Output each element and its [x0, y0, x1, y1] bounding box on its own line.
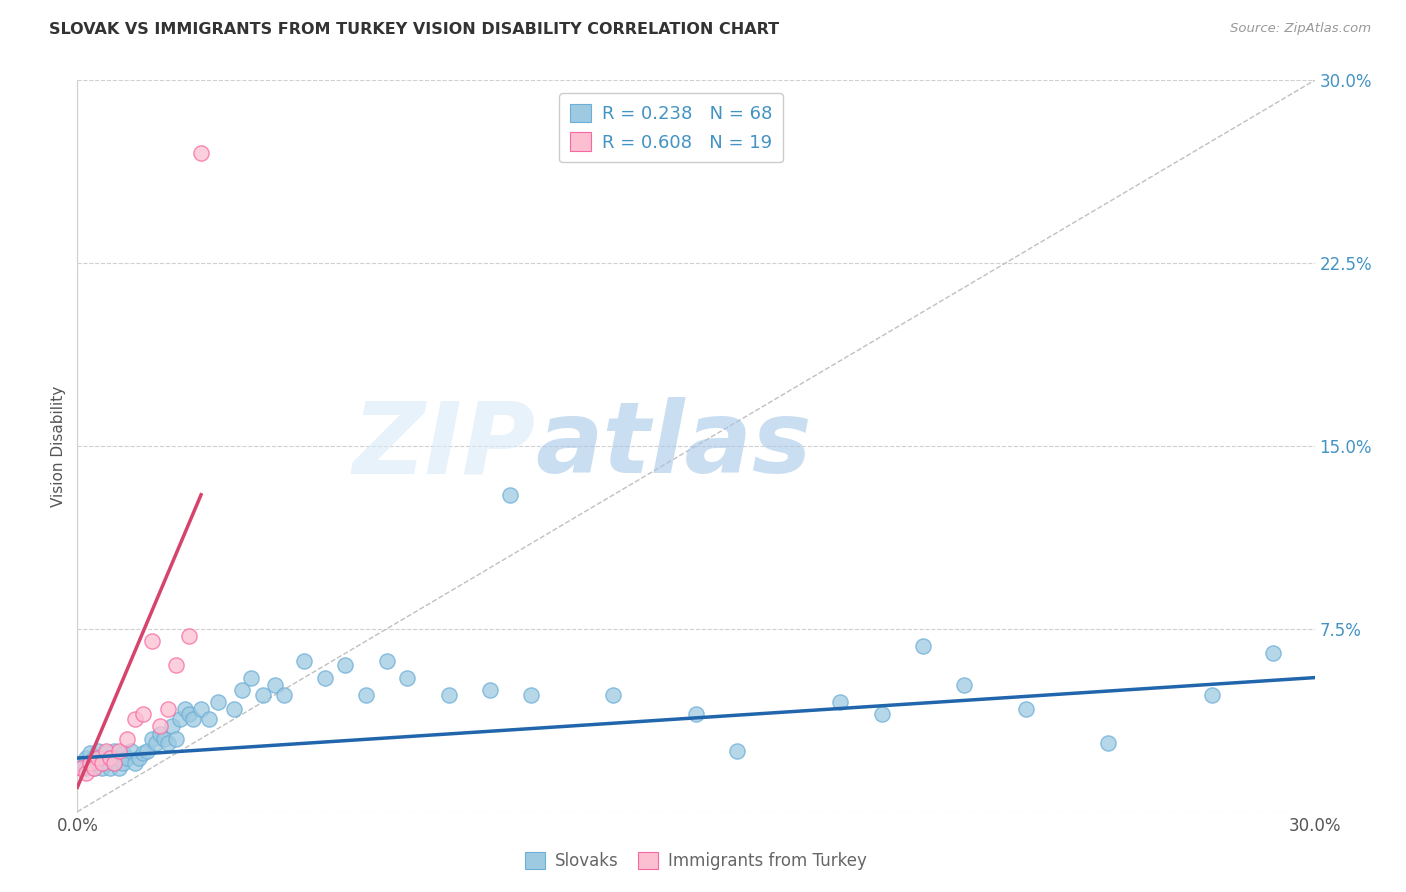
Point [75, 765, 97, 780]
Text: atlas: atlas [536, 398, 811, 494]
Point [70, 761, 93, 775]
Point [103, 756, 125, 770]
Point [96, 756, 118, 770]
Point [91, 751, 114, 765]
Point [181, 712, 204, 726]
Point [157, 736, 180, 750]
Text: Source: ZipAtlas.com: Source: ZipAtlas.com [1230, 22, 1371, 36]
Point [128, 751, 150, 765]
Point [91, 756, 114, 770]
Point [79, 756, 101, 770]
Point [354, 688, 377, 702]
Y-axis label: Vision Disability: Vision Disability [51, 385, 66, 507]
Point [87, 751, 110, 765]
Point [190, 702, 212, 716]
Point [153, 731, 176, 746]
Point [190, 146, 212, 161]
Point [911, 639, 934, 653]
Point [141, 634, 163, 648]
Point [292, 654, 315, 668]
Point [141, 731, 163, 746]
Point [1263, 646, 1285, 660]
Point [115, 751, 138, 765]
Point [79, 746, 101, 760]
Point [107, 761, 129, 775]
Point [149, 719, 172, 733]
Point [177, 707, 200, 722]
Point [107, 751, 129, 765]
Point [91, 761, 114, 775]
Point [75, 761, 97, 775]
Point [132, 746, 155, 760]
Point [157, 702, 180, 716]
Point [98, 751, 121, 765]
Point [239, 671, 262, 685]
Point [314, 671, 336, 685]
Point [103, 744, 125, 758]
Point [830, 695, 852, 709]
Point [132, 707, 155, 722]
Point [222, 702, 245, 716]
Point [83, 761, 105, 775]
Point [96, 744, 118, 758]
Point [136, 744, 159, 758]
Point [111, 756, 134, 770]
Point [149, 727, 172, 741]
Point [75, 751, 97, 765]
Point [396, 671, 419, 685]
Point [375, 654, 398, 668]
Point [165, 731, 187, 746]
Point [953, 678, 976, 692]
Point [1201, 688, 1223, 702]
Point [165, 658, 187, 673]
Point [725, 744, 748, 758]
Point [1015, 702, 1038, 716]
Point [1097, 736, 1119, 750]
Point [520, 688, 543, 702]
Point [335, 658, 357, 673]
Point [120, 744, 142, 758]
Point [98, 761, 121, 775]
Point [870, 707, 893, 722]
Point [273, 688, 295, 702]
Point [83, 751, 105, 765]
Point [173, 702, 195, 716]
Point [685, 707, 707, 722]
Point [103, 756, 125, 770]
Point [177, 629, 200, 643]
Point [478, 682, 501, 697]
Point [87, 756, 110, 770]
Legend: Slovaks, Immigrants from Turkey: Slovaks, Immigrants from Turkey [517, 845, 875, 877]
Point [198, 712, 221, 726]
Text: SLOVAK VS IMMIGRANTS FROM TURKEY VISION DISABILITY CORRELATION CHART: SLOVAK VS IMMIGRANTS FROM TURKEY VISION … [49, 22, 779, 37]
Point [124, 756, 146, 770]
Point [602, 688, 624, 702]
Point [96, 746, 118, 760]
Point [231, 682, 253, 697]
Point [264, 678, 287, 692]
Point [111, 746, 134, 760]
Point [252, 688, 274, 702]
Point [87, 744, 110, 758]
Point [160, 719, 183, 733]
Point [169, 712, 191, 726]
Point [83, 761, 105, 775]
Point [98, 751, 121, 765]
Point [115, 731, 138, 746]
Text: ZIP: ZIP [352, 398, 536, 494]
Point [107, 744, 129, 758]
Point [499, 488, 522, 502]
Point [145, 736, 167, 750]
Point [70, 756, 93, 770]
Point [207, 695, 229, 709]
Point [437, 688, 460, 702]
Point [124, 712, 146, 726]
Point [79, 756, 101, 770]
